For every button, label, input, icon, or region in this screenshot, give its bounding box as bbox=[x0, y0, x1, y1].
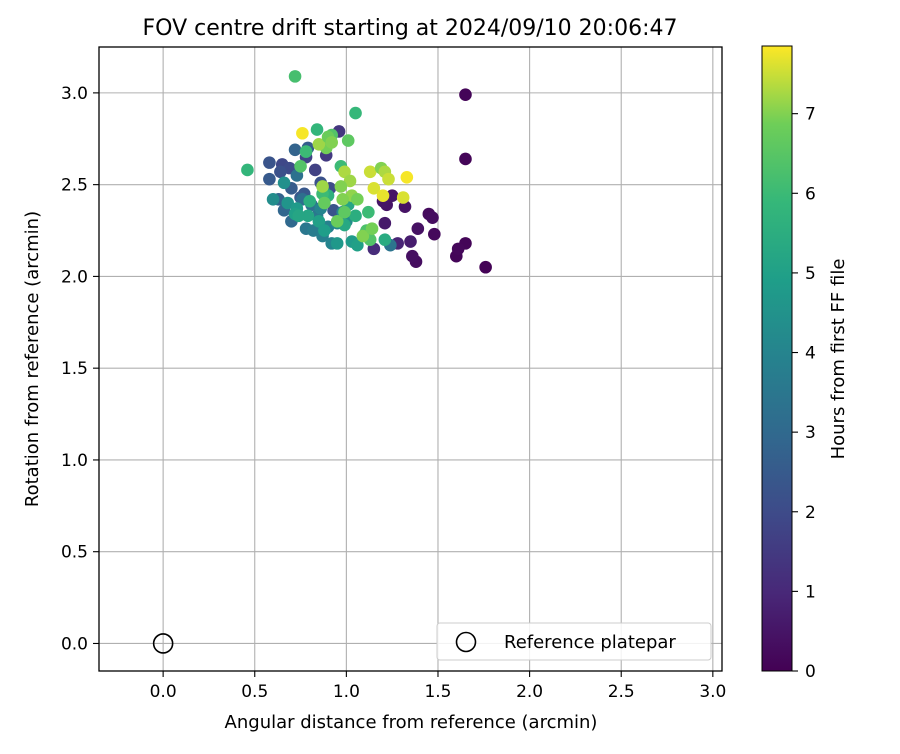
legend: Reference platepar bbox=[436, 622, 712, 661]
y-tick-label: 2.5 bbox=[61, 176, 88, 196]
data-point bbox=[312, 215, 326, 228]
reference-platepar-marker bbox=[152, 633, 174, 654]
x-tick-label: 1.0 bbox=[333, 682, 360, 702]
data-point bbox=[459, 152, 472, 166]
data-point bbox=[318, 196, 331, 210]
data-point bbox=[294, 159, 307, 173]
data-point bbox=[406, 249, 419, 263]
data-point bbox=[303, 194, 317, 208]
data-point bbox=[378, 216, 392, 230]
data-point bbox=[459, 88, 472, 102]
data-point bbox=[382, 172, 395, 186]
y-tick-label: 0.0 bbox=[61, 634, 88, 654]
colorbar-tick-label: 1 bbox=[805, 582, 816, 602]
data-point bbox=[318, 224, 331, 237]
data-point bbox=[376, 189, 390, 202]
x-axis-label: Angular distance from reference (arcmin) bbox=[225, 712, 598, 733]
colorbar-ticks: 0 1 2 3 4 5 6 7 bbox=[792, 105, 816, 682]
colorbar-tick-label: 7 bbox=[805, 105, 816, 125]
data-point bbox=[411, 222, 425, 235]
y-tick-label: 0.5 bbox=[61, 543, 88, 563]
data-point bbox=[351, 193, 364, 206]
colorbar-tick-label: 0 bbox=[805, 662, 816, 682]
data-point bbox=[404, 235, 417, 248]
colorbar-tick-label: 6 bbox=[805, 184, 816, 204]
colorbar-tick-label: 4 bbox=[805, 344, 816, 364]
data-point bbox=[356, 229, 370, 243]
x-tick-label: 1.5 bbox=[424, 682, 451, 702]
axis-ticks: 0.0 0.5 1.0 1.5 2.0 2.5 3.0 0.0 0.5 1.0 1.5 2.0 2.5 3… bbox=[61, 84, 726, 702]
data-point bbox=[396, 191, 410, 204]
y-axis-label: Rotation from reference (arcmin) bbox=[22, 211, 43, 507]
colorbar-gradient bbox=[761, 45, 793, 672]
data-point bbox=[338, 165, 351, 179]
data-point bbox=[351, 238, 364, 252]
reference-marker-layer bbox=[152, 633, 174, 654]
data-point bbox=[367, 182, 381, 195]
data-point bbox=[316, 180, 329, 193]
data-point bbox=[308, 163, 322, 177]
data-point bbox=[307, 224, 320, 237]
data-point bbox=[312, 137, 326, 151]
legend-entry-label: Reference platepar bbox=[504, 632, 676, 653]
data-point bbox=[299, 145, 313, 158]
data-point bbox=[400, 171, 414, 184]
y-tick-label: 1.0 bbox=[61, 451, 88, 471]
data-point bbox=[263, 156, 276, 169]
data-point bbox=[274, 165, 287, 179]
data-point bbox=[479, 260, 492, 274]
data-point bbox=[334, 180, 348, 193]
data-point bbox=[426, 211, 439, 224]
plot-frame bbox=[98, 46, 723, 672]
data-point bbox=[292, 209, 306, 223]
data-point bbox=[385, 189, 399, 202]
data-point bbox=[266, 193, 280, 206]
colorbar: 0 1 2 3 4 5 6 7 Hours from first FF file bbox=[761, 45, 849, 682]
data-point bbox=[330, 215, 344, 228]
legend-marker-icon bbox=[455, 631, 477, 653]
data-point bbox=[241, 163, 254, 177]
data-points bbox=[241, 70, 492, 274]
data-point bbox=[263, 172, 276, 186]
data-point bbox=[349, 209, 362, 223]
chart-title: FOV centre drift starting at 2024/09/10 … bbox=[143, 16, 678, 41]
data-point bbox=[428, 227, 441, 241]
colorbar-tick-label: 3 bbox=[805, 423, 816, 443]
data-point bbox=[325, 136, 339, 149]
data-point bbox=[281, 196, 295, 210]
x-tick-label: 2.5 bbox=[608, 682, 635, 702]
y-tick-label: 1.5 bbox=[61, 359, 88, 379]
x-tick-label: 0.0 bbox=[150, 682, 177, 702]
y-tick-label: 3.0 bbox=[61, 84, 88, 104]
data-point bbox=[336, 193, 350, 206]
data-point bbox=[277, 176, 291, 190]
data-point bbox=[451, 242, 465, 256]
colorbar-tick-label: 5 bbox=[805, 264, 816, 284]
colorbar-tick-label: 2 bbox=[805, 503, 816, 523]
data-point bbox=[365, 222, 379, 235]
data-point bbox=[330, 237, 344, 250]
y-tick-label: 2.0 bbox=[61, 267, 88, 287]
data-point bbox=[296, 126, 309, 140]
x-tick-label: 3.0 bbox=[699, 682, 726, 702]
data-point bbox=[301, 209, 315, 223]
data-point bbox=[288, 70, 302, 83]
data-point bbox=[288, 143, 302, 157]
data-point bbox=[310, 123, 324, 136]
data-point bbox=[378, 233, 392, 247]
legend-box bbox=[436, 622, 712, 661]
data-point bbox=[341, 134, 355, 147]
data-point bbox=[338, 205, 351, 219]
colorbar-label: Hours from first FF file bbox=[828, 259, 849, 460]
data-point bbox=[343, 174, 357, 188]
x-tick-label: 2.0 bbox=[516, 682, 543, 702]
data-point bbox=[362, 205, 375, 219]
grid-lines bbox=[99, 47, 722, 671]
data-point bbox=[363, 165, 377, 179]
data-point bbox=[349, 106, 362, 120]
x-tick-label: 0.5 bbox=[241, 682, 268, 702]
